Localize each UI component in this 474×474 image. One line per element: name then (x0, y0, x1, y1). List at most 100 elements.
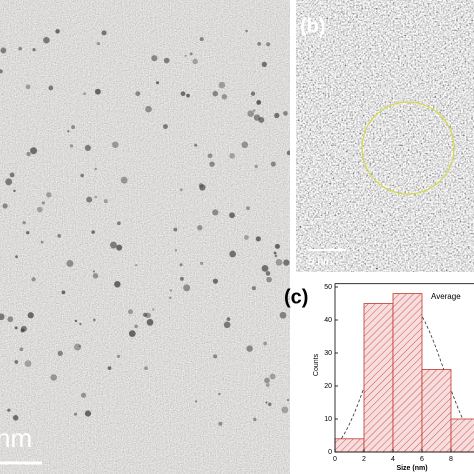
particle (135, 264, 138, 267)
particle (114, 281, 121, 288)
particles (0, 29, 290, 426)
particle (197, 225, 203, 231)
y-tick-label: 50 (324, 284, 332, 291)
particle (173, 227, 178, 232)
particle (212, 90, 219, 97)
particle (117, 221, 121, 226)
particle (146, 318, 154, 326)
y-tick-label: 10 (324, 416, 332, 423)
particle (2, 203, 8, 209)
particle (93, 318, 96, 322)
particle (170, 289, 173, 292)
particle (263, 341, 267, 346)
bar (450, 418, 474, 453)
particle (71, 125, 75, 129)
particle (279, 311, 287, 319)
particle (96, 41, 101, 46)
particle (241, 141, 249, 149)
particle (142, 312, 148, 317)
particle (94, 88, 101, 95)
particle (251, 286, 256, 291)
particle (244, 235, 249, 240)
particle (116, 244, 123, 251)
particle (184, 54, 187, 57)
particle (32, 48, 36, 52)
particle (163, 57, 170, 64)
particle (31, 277, 36, 282)
panel-a: nm (0, 0, 290, 474)
particle (103, 199, 108, 204)
particle (254, 164, 258, 169)
particle (5, 178, 13, 186)
panel-b: (b) 5 nm (296, 0, 474, 272)
particle (229, 250, 237, 258)
particle (213, 354, 218, 359)
particle (199, 37, 204, 42)
particle (283, 111, 288, 116)
particle (0, 47, 7, 54)
bar (334, 438, 365, 453)
bar (392, 293, 423, 453)
particle (26, 151, 31, 157)
particle (145, 105, 152, 113)
panel-c: (c) 010203040500246810Size (nm)CountsAve… (284, 283, 474, 472)
particle (274, 254, 278, 258)
particle (120, 176, 128, 184)
particle (110, 241, 117, 249)
particle (7, 316, 14, 323)
x-tick-label: 4 (391, 456, 395, 463)
particle (207, 153, 213, 159)
particle (283, 259, 290, 266)
particle (30, 147, 38, 155)
particle (128, 330, 136, 337)
particle (74, 319, 78, 323)
bar (421, 369, 452, 453)
particle (189, 52, 193, 56)
particle (12, 415, 19, 421)
particle (25, 84, 31, 90)
particle (48, 85, 54, 91)
particle (84, 144, 91, 152)
particle (152, 308, 155, 311)
particle (13, 189, 16, 193)
particle (80, 392, 87, 398)
particle (36, 206, 43, 213)
particle (223, 321, 231, 329)
particle (218, 421, 223, 426)
y-tick-label: 0 (328, 449, 332, 456)
x-tick-label: 2 (362, 456, 366, 463)
particle (256, 99, 262, 105)
particle (194, 143, 198, 147)
plot-frame (334, 283, 474, 453)
particle (22, 221, 26, 225)
particle (57, 234, 61, 238)
y-tick-label: 40 (324, 317, 332, 324)
tem-image (0, 0, 290, 474)
particle (15, 255, 18, 259)
x-axis-label: Size (nm) (396, 465, 427, 472)
particle (66, 259, 74, 267)
particle (92, 273, 99, 279)
particle (265, 383, 270, 387)
particle (246, 206, 250, 211)
particle (135, 91, 141, 97)
particle (183, 284, 191, 292)
particle (269, 373, 276, 380)
particle (9, 172, 15, 178)
panel-label: (b) (300, 15, 326, 37)
particle (55, 29, 60, 34)
particle (229, 212, 235, 219)
particle (86, 196, 93, 203)
particle (180, 91, 186, 97)
particle (43, 36, 50, 44)
particle (61, 290, 66, 295)
particle (7, 408, 11, 412)
particle (26, 231, 30, 235)
particle (194, 400, 198, 403)
legend-text: Average (431, 292, 461, 301)
particle (163, 124, 168, 129)
particle (116, 354, 121, 359)
particle (247, 110, 254, 117)
particle (94, 195, 97, 199)
x-tick-label: 6 (420, 456, 424, 463)
